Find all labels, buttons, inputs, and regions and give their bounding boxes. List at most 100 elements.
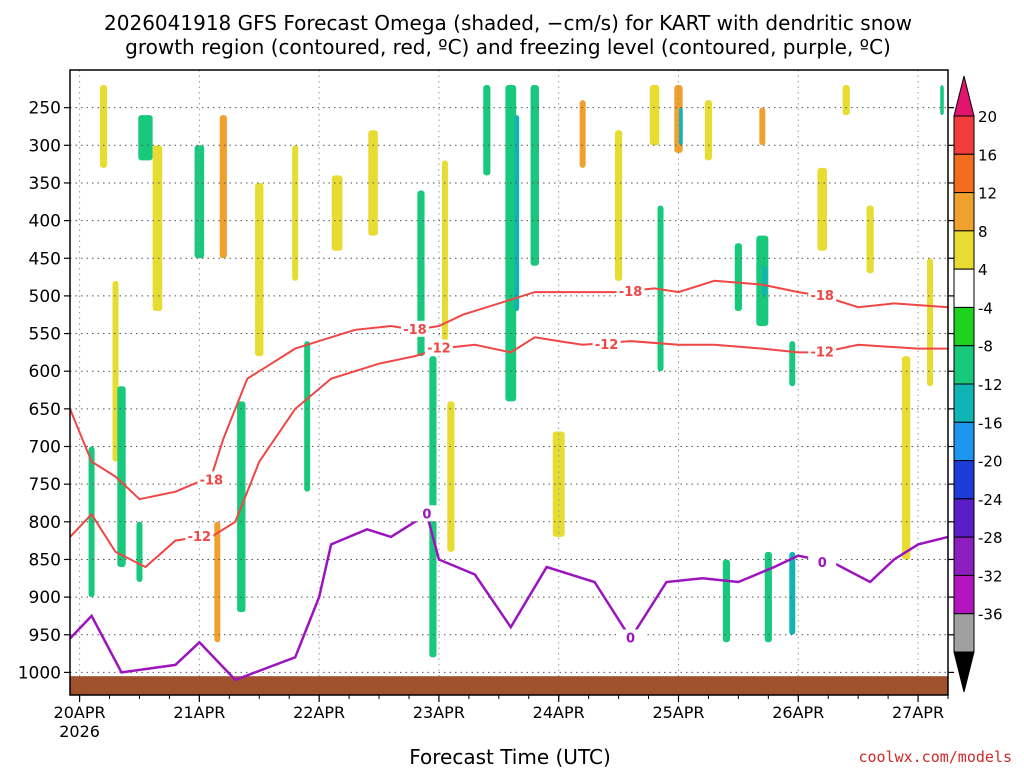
colorbar-tick-label: -16 <box>978 414 1003 432</box>
omega-shading <box>88 85 944 658</box>
omega-cell <box>292 145 299 281</box>
pressure-axis: 250 300 350 400 450 500 550 600 650 700 750 800 850 9… <box>18 99 954 683</box>
colorbar-swatch <box>953 613 975 653</box>
contour-label: 0 <box>818 556 827 571</box>
colorbar-swatch <box>953 460 975 500</box>
x-year-label: 2026 <box>59 722 100 741</box>
y-tick-label: 250 <box>29 99 61 119</box>
colorbar-bottom-triangle <box>953 651 975 693</box>
colorbar-tick-label: -12 <box>978 376 1003 394</box>
colorbar-tick-label: -32 <box>978 567 1003 585</box>
contour-label: -12 <box>810 345 834 360</box>
y-tick-label: 600 <box>29 362 61 382</box>
x-tick-label: 20APR <box>54 703 106 722</box>
omega-cell <box>759 107 766 146</box>
omega-cell <box>214 521 221 643</box>
colorbar-swatch <box>953 306 975 347</box>
contour-label-bg <box>412 505 441 522</box>
contour-label-bg <box>197 471 226 488</box>
x-tick-label: 23APR <box>413 703 465 722</box>
y-tick-label: 650 <box>29 400 61 420</box>
chart-title-line1: 2026041918 GFS Forecast Omega (shaded, −… <box>104 11 912 35</box>
colorbar-swatch <box>953 115 975 155</box>
colorbar-swatch <box>953 268 975 308</box>
colorbar-tick-label: -4 <box>978 299 993 317</box>
contour-label: -12 <box>188 530 212 545</box>
colorbar-swatch <box>953 230 975 270</box>
colorbar-tick-label: 20 <box>978 108 997 126</box>
contour-label-bg <box>616 629 645 646</box>
contour-label: -18 <box>403 323 427 338</box>
time-axis: 20APR 21APR 22APR 23APR 24APR 25APR 26APR 27APR… <box>54 695 949 741</box>
plot-frame <box>69 69 949 696</box>
omega-cell <box>704 100 713 161</box>
contour-label: -12 <box>595 338 619 353</box>
omega-cell <box>940 85 944 116</box>
omega-cell <box>789 551 796 635</box>
colorbar-tick-label: -36 <box>978 606 1003 624</box>
colorbar-tick-label: 12 <box>978 185 997 203</box>
omega-cell <box>649 85 660 146</box>
y-tick-label: 300 <box>29 136 61 156</box>
omega-cell <box>136 521 143 583</box>
omega-cell <box>722 559 730 643</box>
colorbar-swatch <box>953 192 975 232</box>
x-tick-label: 26APR <box>772 703 824 722</box>
colorbar-swatch <box>953 574 975 615</box>
omega-cell <box>762 265 768 296</box>
omega-cell <box>514 115 520 311</box>
contour-label-bg <box>808 554 837 571</box>
colorbar-swatch <box>953 383 975 423</box>
omega-cell <box>447 401 455 552</box>
colorbar-tick-label: -24 <box>978 491 1003 509</box>
omega-cell <box>927 258 934 387</box>
omega-cell <box>505 85 517 402</box>
omega-cell <box>866 205 874 274</box>
colorbar: 20 16 12 8 4 -4 -8 -12 -16 -20 -24 -28 -32 -36 <box>953 75 1003 693</box>
omega-cell <box>441 160 448 342</box>
chart-title-line2: growth region (contoured, red, ºC) and f… <box>125 35 891 59</box>
contour-label-bg <box>808 286 837 303</box>
omega-cell <box>117 386 126 567</box>
omega-cell <box>483 85 491 176</box>
omega-cell <box>88 446 95 598</box>
x-tick-label: 21APR <box>173 703 225 722</box>
contour-label-bg <box>616 283 645 300</box>
colorbar-swatch <box>953 498 975 538</box>
omega-cell <box>194 145 205 259</box>
omega-cell <box>734 243 742 311</box>
contour-label-bg <box>400 320 429 337</box>
colorbar-swatch <box>953 345 975 385</box>
y-tick-label: 450 <box>29 249 61 269</box>
y-tick-label: 550 <box>29 325 61 345</box>
x-tick-label: 25APR <box>652 703 704 722</box>
omega-cell <box>901 356 911 560</box>
omega-cell <box>112 280 119 462</box>
y-tick-label: 900 <box>29 588 61 608</box>
y-tick-label: 400 <box>29 212 61 232</box>
omega-cell <box>152 145 163 311</box>
omega-cell <box>530 85 539 266</box>
omega-cell <box>304 341 311 492</box>
omega-cell <box>764 551 772 643</box>
x-tick-label: 22APR <box>293 703 345 722</box>
omega-cell <box>679 107 683 146</box>
omega-cell <box>552 431 565 537</box>
contour-label: -12 <box>427 342 451 357</box>
omega-cell <box>331 175 343 251</box>
y-tick-label: 350 <box>29 174 61 194</box>
colorbar-tick-label: -8 <box>978 338 993 356</box>
y-tick-label: 500 <box>29 287 61 307</box>
colorbar-top-triangle <box>953 75 975 117</box>
credit-text: coolwx.com/models <box>858 748 1012 766</box>
contour-label: -18 <box>200 473 224 488</box>
colorbar-tick-label: 16 <box>978 146 997 164</box>
contour-label: -18 <box>619 285 643 300</box>
pressure-gridlines <box>70 70 948 695</box>
contour-label: -18 <box>810 289 834 304</box>
ground-band <box>70 676 948 695</box>
omega-cell <box>219 115 227 259</box>
x-tick-label: 27APR <box>892 703 944 722</box>
